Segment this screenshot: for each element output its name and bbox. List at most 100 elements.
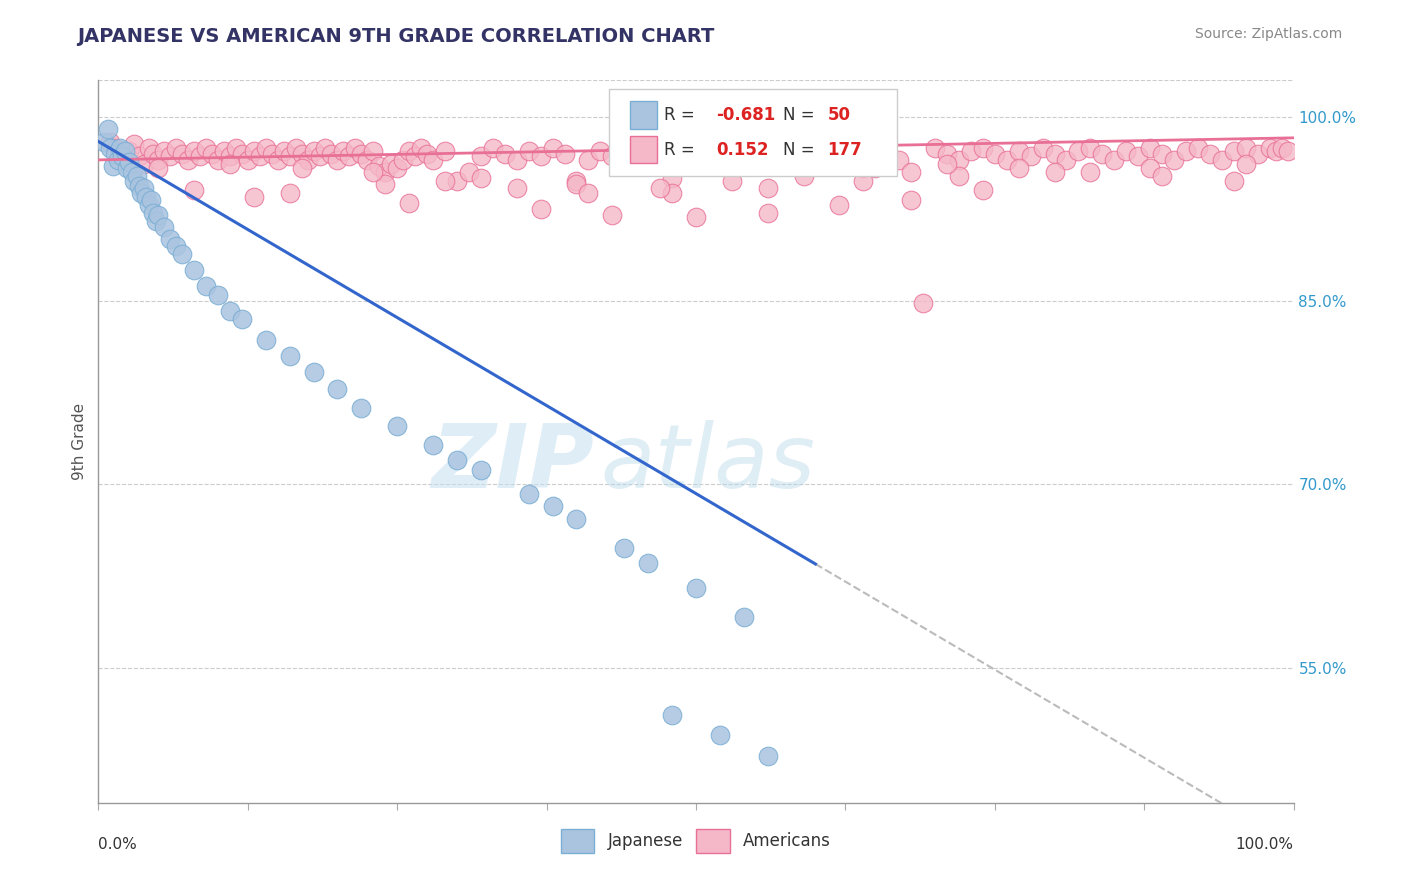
Point bbox=[118, 155, 141, 169]
Point bbox=[936, 156, 959, 170]
Point bbox=[138, 198, 160, 212]
Point bbox=[114, 145, 136, 159]
Point bbox=[613, 141, 636, 155]
Point bbox=[273, 145, 295, 159]
Point bbox=[1091, 146, 1114, 161]
Point bbox=[260, 146, 283, 161]
Point bbox=[172, 247, 194, 261]
Point bbox=[1128, 149, 1150, 163]
Point bbox=[530, 149, 553, 163]
Point bbox=[865, 141, 887, 155]
Point bbox=[828, 153, 851, 167]
Point bbox=[183, 145, 205, 159]
Point bbox=[685, 141, 707, 155]
Point bbox=[1264, 145, 1286, 159]
Point bbox=[1056, 153, 1078, 167]
Point bbox=[793, 145, 815, 159]
Point bbox=[841, 145, 863, 159]
Point bbox=[315, 141, 337, 155]
Point bbox=[183, 184, 205, 198]
Point bbox=[517, 145, 540, 159]
Point bbox=[721, 145, 744, 159]
Point bbox=[422, 153, 444, 167]
Point bbox=[231, 146, 253, 161]
Point bbox=[332, 145, 354, 159]
Point bbox=[201, 146, 224, 161]
Text: 0.152: 0.152 bbox=[716, 141, 769, 159]
Point bbox=[756, 181, 779, 195]
Point bbox=[207, 153, 229, 167]
Point bbox=[1234, 141, 1257, 155]
Point bbox=[212, 145, 235, 159]
Point bbox=[648, 145, 672, 159]
Point bbox=[470, 463, 492, 477]
Point bbox=[554, 146, 576, 161]
Point bbox=[165, 141, 187, 155]
Point bbox=[470, 171, 492, 186]
Point bbox=[1139, 161, 1161, 176]
Point bbox=[148, 208, 170, 222]
Point bbox=[219, 303, 242, 318]
Point bbox=[995, 153, 1018, 167]
Point bbox=[589, 145, 612, 159]
Point bbox=[392, 153, 415, 167]
Point bbox=[118, 145, 141, 159]
Point bbox=[434, 174, 457, 188]
Text: 177: 177 bbox=[827, 141, 862, 159]
Point bbox=[733, 149, 755, 163]
Text: 0.0%: 0.0% bbox=[98, 837, 138, 852]
Point bbox=[278, 186, 301, 200]
Point bbox=[385, 161, 409, 176]
Point bbox=[673, 149, 696, 163]
Point bbox=[1223, 145, 1246, 159]
Point bbox=[97, 122, 120, 136]
Point bbox=[661, 707, 683, 722]
Point bbox=[236, 153, 259, 167]
Point bbox=[1032, 141, 1054, 155]
Point bbox=[380, 156, 402, 170]
Point bbox=[138, 141, 160, 155]
Point bbox=[153, 145, 176, 159]
Point bbox=[108, 146, 131, 161]
Point bbox=[793, 169, 815, 183]
Point bbox=[404, 149, 426, 163]
Point bbox=[876, 146, 898, 161]
Point bbox=[165, 238, 187, 252]
Point bbox=[1223, 174, 1246, 188]
Point bbox=[225, 141, 247, 155]
Point bbox=[648, 181, 672, 195]
Point bbox=[243, 189, 266, 203]
Point bbox=[434, 145, 457, 159]
Point bbox=[188, 149, 211, 163]
Point bbox=[339, 149, 361, 163]
Point bbox=[900, 165, 922, 179]
Point bbox=[422, 438, 444, 452]
Point bbox=[661, 171, 683, 186]
Legend: Japanese, Americans: Japanese, Americans bbox=[554, 822, 838, 860]
Point bbox=[183, 263, 205, 277]
Point bbox=[756, 749, 779, 764]
Point bbox=[1043, 165, 1066, 179]
Point bbox=[948, 169, 970, 183]
Point bbox=[446, 453, 468, 467]
Point bbox=[1008, 145, 1031, 159]
Point bbox=[108, 141, 131, 155]
Point bbox=[278, 349, 301, 363]
Point bbox=[363, 165, 385, 179]
Point bbox=[278, 149, 301, 163]
Point bbox=[243, 145, 266, 159]
Text: R =: R = bbox=[664, 141, 704, 159]
Point bbox=[565, 511, 588, 525]
Point bbox=[291, 161, 314, 176]
Point bbox=[398, 195, 420, 210]
Point bbox=[446, 174, 468, 188]
Point bbox=[139, 194, 162, 208]
Point bbox=[142, 146, 165, 161]
Point bbox=[721, 174, 744, 188]
Point bbox=[219, 149, 242, 163]
Point bbox=[494, 146, 516, 161]
Point bbox=[93, 135, 115, 149]
Point bbox=[541, 500, 564, 514]
Point bbox=[302, 145, 325, 159]
Point bbox=[626, 146, 648, 161]
